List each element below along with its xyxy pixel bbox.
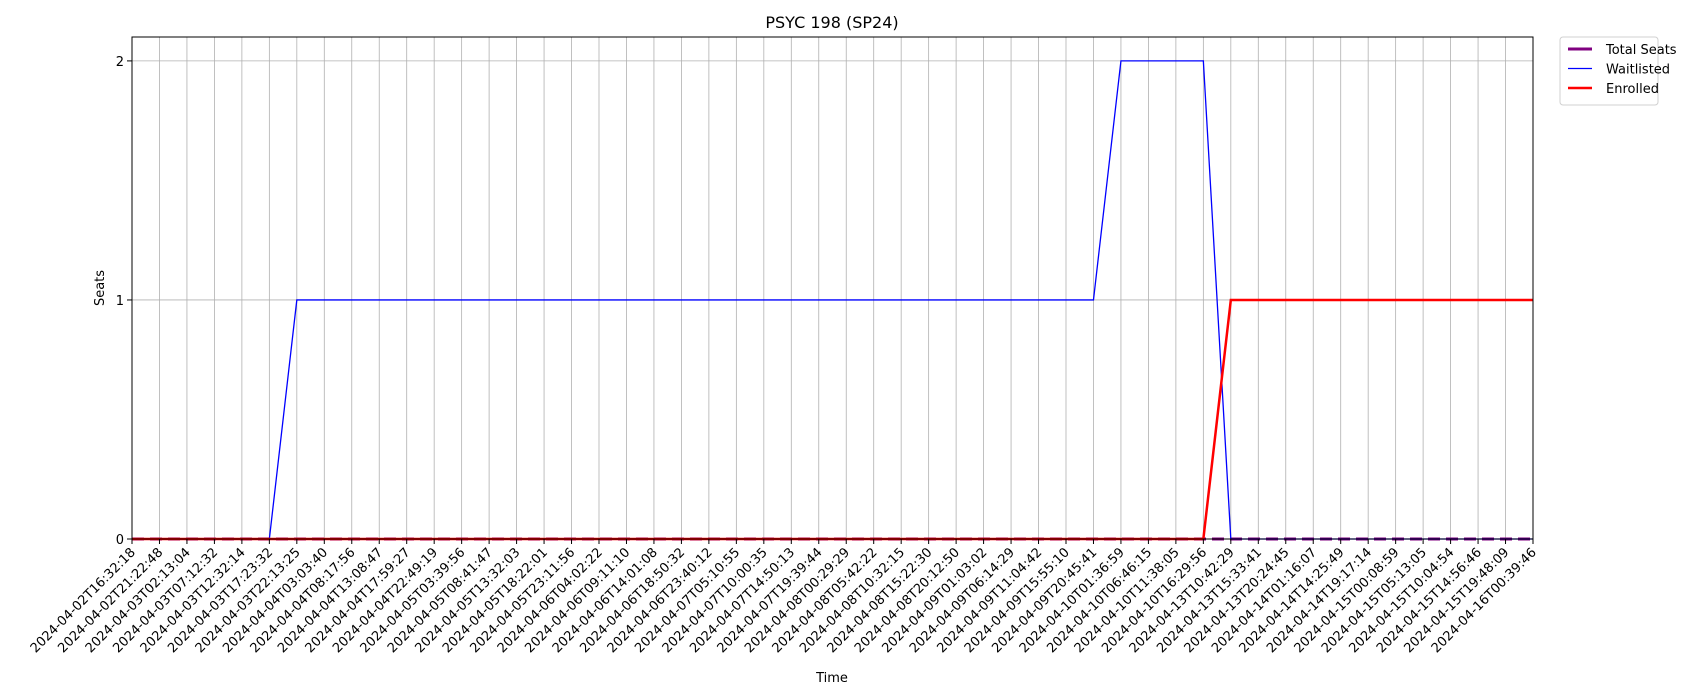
y-axis-label: Seats [93,270,108,306]
y-tick-label: 2 [116,55,124,70]
grid [131,37,1534,540]
y-axis: 0 1 2 [116,55,132,548]
legend-label: Waitlisted [1606,63,1670,78]
legend-label: Total Seats [1605,43,1677,58]
x-axis-label: Time [815,671,848,686]
y-tick-label: 0 [116,533,124,548]
legend: Total Seats Waitlisted Enrolled [1559,36,1677,106]
legend-label: Enrolled [1606,82,1659,97]
chart-title: PSYC 198 (SP24) [765,13,898,32]
plot-frame [131,36,1534,540]
y-tick-label: 1 [116,294,124,309]
